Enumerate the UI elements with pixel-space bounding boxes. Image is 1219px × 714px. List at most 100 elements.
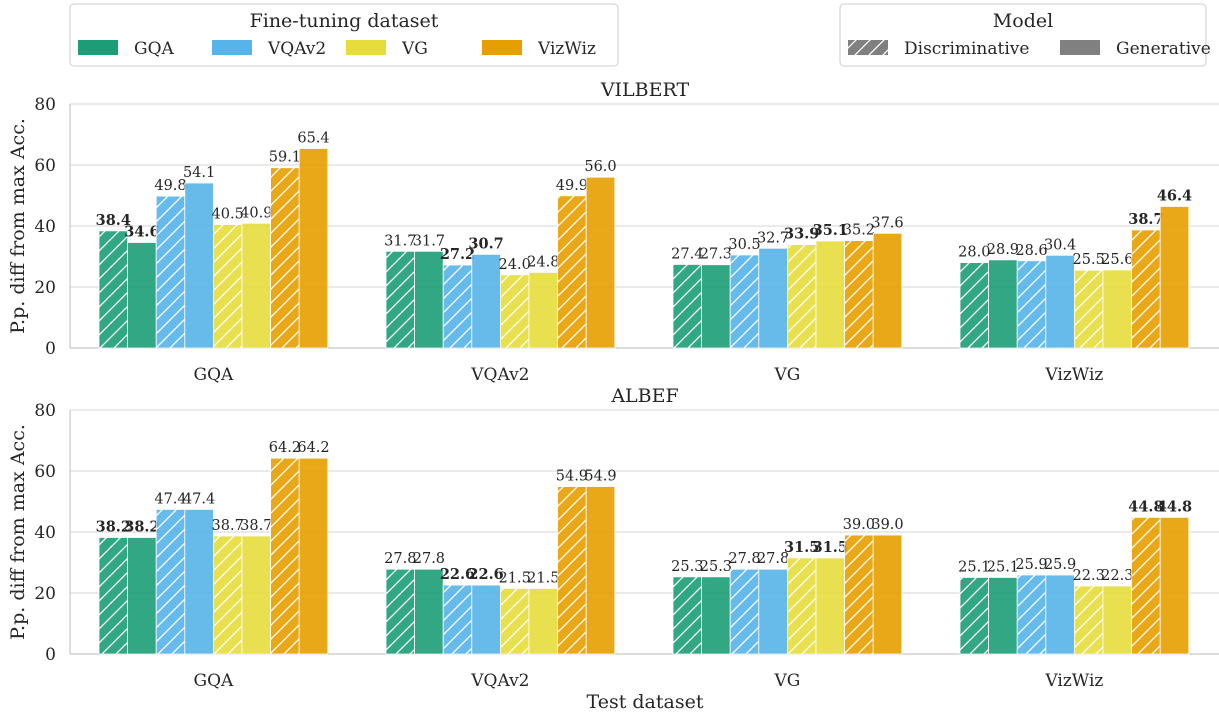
data-label-albef-vg-vg-discriminative: 31.5: [784, 539, 819, 556]
bar-vilbert-vg-gqa-generative: [701, 264, 731, 349]
bar-albef-gqa-vizwiz-discriminative: [270, 457, 300, 655]
data-label-albef-vizwiz-vg-generative: 22.3: [1101, 568, 1133, 584]
model-legend-title: Model: [993, 10, 1053, 32]
bar-vilbert-gqa-vg-generative: [241, 222, 272, 349]
data-label-albef-vg-vizwiz-discriminative: 39.0: [843, 517, 875, 533]
data-label-vilbert-vqav2-vqav2-generative: 30.7: [468, 235, 503, 252]
x-tick-label-vqav2: VQAv2: [470, 365, 529, 385]
data-label-vilbert-gqa-vg-discriminative: 40.5: [212, 206, 244, 222]
bar-vilbert-vg-vg-discriminative: [787, 244, 817, 349]
bar-albef-vg-vqav2-generative: [758, 568, 788, 655]
legend-swatch-generative: [1060, 40, 1100, 55]
data-label-vilbert-vqav2-vg-generative: 24.8: [527, 254, 559, 270]
bar-albef-vqav2-vizwiz-generative: [585, 486, 616, 655]
bar-vilbert-vqav2-vqav2-generative: [471, 253, 501, 349]
data-label-albef-vqav2-vqav2-discriminative: 22.6: [440, 566, 475, 583]
data-label-albef-vizwiz-gqa-discriminative: 25.1: [958, 559, 990, 575]
data-label-vilbert-vqav2-vizwiz-discriminative: 49.9: [556, 178, 588, 194]
data-label-vilbert-gqa-gqa-generative: 34.6: [124, 223, 159, 240]
data-label-albef-gqa-vqav2-generative: 47.4: [183, 491, 215, 507]
data-label-albef-gqa-vqav2-discriminative: 47.4: [154, 491, 186, 507]
legend-label-gqa: GQA: [134, 39, 175, 59]
legend-swatch-vqav2: [212, 40, 252, 55]
bar-vilbert-vizwiz-vqav2-discriminative: [1016, 260, 1047, 349]
data-label-vilbert-vg-gqa-generative: 27.3: [700, 247, 732, 263]
bar-albef-vizwiz-vqav2-discriminative: [1016, 574, 1047, 655]
finetuning-legend-title: Fine-tuning dataset: [250, 10, 439, 32]
data-label-vilbert-vqav2-gqa-generative: 31.7: [413, 233, 445, 249]
x-tick-label-vizwiz: VizWiz: [1044, 671, 1103, 691]
data-label-albef-gqa-gqa-discriminative: 38.2: [96, 518, 131, 535]
bar-albef-vg-gqa-generative: [701, 576, 731, 655]
bar-vilbert-vg-vqav2-generative: [758, 247, 788, 349]
bar-vilbert-vqav2-vg-generative: [528, 271, 559, 349]
panel-title-albef: ALBEF: [610, 385, 678, 407]
data-label-albef-vqav2-gqa-generative: 27.8: [413, 551, 445, 567]
data-label-vilbert-gqa-vg-generative: 40.9: [240, 205, 272, 221]
y-tick-label-20: 20: [34, 278, 56, 298]
legend-swatch-vg: [346, 40, 386, 55]
bar-albef-gqa-vizwiz-generative: [298, 457, 329, 655]
model-legend-items: Discriminative Generative: [848, 39, 1211, 59]
x-axis-title: Test dataset: [587, 691, 704, 713]
model-legend: Model Discriminative Generative: [839, 3, 1211, 67]
data-label-vilbert-vqav2-gqa-discriminative: 31.7: [384, 233, 416, 249]
data-label-vilbert-gqa-gqa-discriminative: 38.4: [96, 212, 131, 229]
data-label-albef-vg-vizwiz-generative: 39.0: [871, 517, 903, 533]
bar-vilbert-vizwiz-vg-discriminative: [1074, 269, 1104, 349]
bar-albef-vg-vqav2-discriminative: [729, 568, 760, 655]
data-label-vilbert-vqav2-vg-discriminative: 24.0: [499, 257, 531, 273]
bar-albef-vizwiz-gqa-discriminative: [959, 577, 990, 655]
data-label-albef-vqav2-vizwiz-generative: 54.9: [584, 469, 616, 485]
data-label-albef-vizwiz-vqav2-generative: 25.9: [1044, 557, 1076, 573]
bar-albef-gqa-vg-discriminative: [212, 535, 243, 655]
bar-albef-vqav2-vizwiz-discriminative: [557, 486, 587, 655]
data-label-albef-gqa-gqa-generative: 38.2: [124, 518, 159, 535]
bar-vilbert-gqa-vg-discriminative: [212, 224, 243, 349]
bar-vilbert-vizwiz-vizwiz-generative: [1159, 206, 1190, 349]
finetuning-legend-items: GQA VQAv2 VG VizWiz: [78, 39, 596, 59]
bar-albef-gqa-vqav2-generative: [184, 509, 214, 655]
bar-albef-vqav2-vqav2-discriminative: [442, 584, 473, 655]
bar-albef-vizwiz-vg-discriminative: [1074, 585, 1104, 655]
data-label-vilbert-gqa-vizwiz-generative: 65.4: [297, 131, 329, 147]
data-label-albef-gqa-vizwiz-discriminative: 64.2: [269, 440, 301, 456]
bar-albef-vg-gqa-discriminative: [672, 576, 703, 655]
data-label-albef-vg-gqa-discriminative: 25.3: [671, 559, 703, 575]
data-label-vilbert-gqa-vqav2-discriminative: 49.8: [154, 178, 186, 194]
data-label-albef-gqa-vizwiz-generative: 64.2: [297, 440, 329, 456]
data-label-albef-vqav2-vqav2-generative: 22.6: [468, 566, 503, 583]
bar-vilbert-gqa-gqa-discriminative: [98, 230, 129, 349]
x-tick-label-gqa: GQA: [194, 365, 235, 385]
data-label-albef-vqav2-gqa-discriminative: 27.8: [384, 551, 416, 567]
x-tick-label-vg: VG: [773, 365, 800, 385]
data-label-vilbert-vg-vizwiz-discriminative: 35.2: [843, 223, 875, 239]
bar-vilbert-vizwiz-gqa-discriminative: [959, 262, 990, 349]
data-label-albef-vqav2-vizwiz-discriminative: 54.9: [556, 469, 588, 485]
bar-vilbert-vg-vqav2-discriminative: [729, 254, 760, 349]
data-label-vilbert-vg-vqav2-discriminative: 30.5: [728, 237, 760, 253]
legend-label-vqav2: VQAv2: [267, 39, 326, 59]
x-tick-label-vizwiz: VizWiz: [1044, 365, 1103, 385]
data-label-albef-vqav2-vg-generative: 21.5: [527, 570, 559, 586]
x-tick-label-vqav2: VQAv2: [470, 671, 529, 691]
data-label-vilbert-vqav2-vizwiz-generative: 56.0: [584, 159, 616, 175]
data-label-vilbert-vg-vizwiz-generative: 37.6: [871, 215, 903, 231]
data-label-vilbert-vqav2-vqav2-discriminative: 27.2: [440, 246, 475, 263]
data-label-albef-vqav2-vg-discriminative: 21.5: [499, 570, 531, 586]
bar-vilbert-vizwiz-vg-generative: [1102, 269, 1133, 349]
y-axis-title-bottom: P.p. diff from max Acc.: [7, 424, 29, 640]
bar-albef-vg-vizwiz-discriminative: [844, 534, 874, 655]
y-tick-label-40: 40: [34, 217, 56, 237]
data-label-albef-vg-gqa-generative: 25.3: [700, 559, 732, 575]
data-label-vilbert-vizwiz-vg-discriminative: 25.5: [1073, 252, 1105, 268]
bar-vilbert-vqav2-vizwiz-discriminative: [557, 195, 587, 349]
finetuning-legend: Fine-tuning dataset GQA VQAv2 VG VizWiz: [69, 3, 619, 67]
bar-vilbert-vg-vg-generative: [815, 240, 846, 349]
legend-label-generative: Generative: [1116, 39, 1211, 59]
bar-albef-gqa-vqav2-discriminative: [155, 509, 186, 655]
data-label-albef-gqa-vg-discriminative: 38.7: [212, 518, 244, 534]
y-tick-label-40: 40: [34, 523, 56, 543]
bar-vilbert-vizwiz-vizwiz-discriminative: [1131, 229, 1161, 349]
data-label-vilbert-vizwiz-vizwiz-discriminative: 38.7: [1128, 211, 1163, 228]
